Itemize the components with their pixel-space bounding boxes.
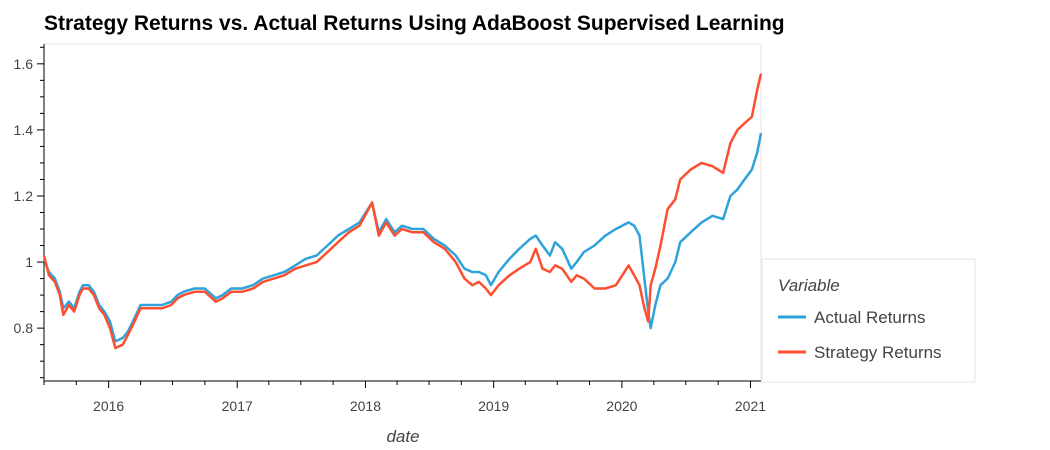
legend-title: Variable [778, 276, 840, 295]
series-line-actual-returns [42, 132, 763, 343]
plot-area [43, 43, 762, 382]
legend-label-strategy-returns: Strategy Returns [814, 343, 942, 362]
x-tick-label: 2018 [350, 398, 381, 414]
y-tick-label: 1 [25, 254, 33, 270]
x-tick-label: 2021 [735, 398, 766, 414]
x-tick-label: 2019 [478, 398, 509, 414]
x-tick-label: 2016 [93, 398, 124, 414]
legend-label-actual-returns: Actual Returns [814, 308, 926, 327]
chart-title: Strategy Returns vs. Actual Returns Usin… [44, 12, 785, 35]
series-layer [42, 73, 763, 350]
legend: Variable Actual Returns Strategy Returns [761, 258, 976, 383]
y-tick-label: 0.8 [14, 320, 34, 336]
x-axis: 2016 2017 2018 2019 2020 2021 [43, 380, 766, 414]
x-axis-label: date [386, 427, 419, 446]
y-tick-label: 1.2 [14, 188, 34, 204]
y-tick-label: 1.4 [14, 122, 34, 138]
x-tick-label: 2020 [606, 398, 637, 414]
y-axis: 0.8 1 1.2 1.4 1.6 [14, 44, 45, 381]
legend-box [761, 258, 976, 383]
y-tick-label: 1.6 [14, 56, 34, 72]
x-tick-label: 2017 [222, 398, 253, 414]
series-line-strategy-returns [42, 73, 763, 350]
